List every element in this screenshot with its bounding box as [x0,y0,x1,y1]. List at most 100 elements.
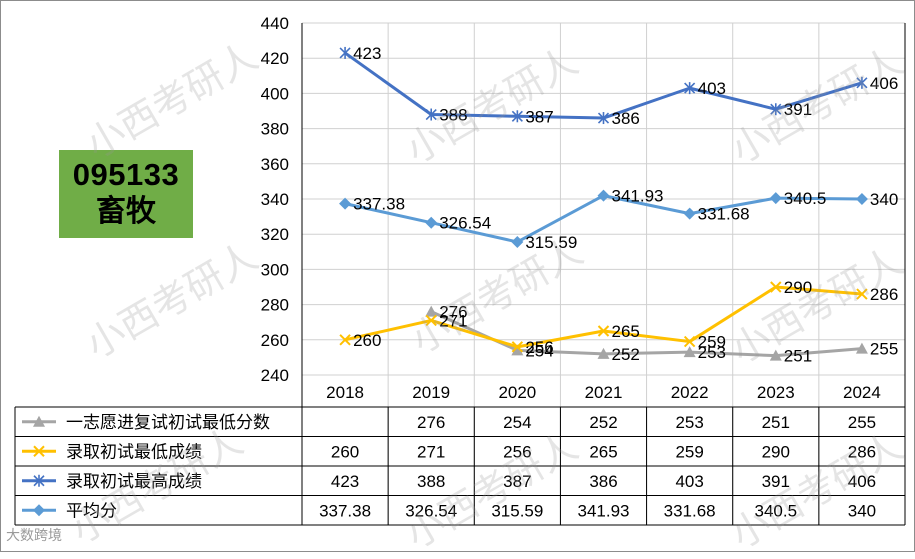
data-point [425,216,438,229]
data-label: 403 [698,79,726,98]
data-label: 255 [870,340,898,359]
table-cell: 340 [848,501,876,520]
y-tick-label: 300 [261,260,289,279]
y-tick-label: 240 [261,366,289,385]
table-cell: 331.68 [664,501,716,520]
data-label: 256 [525,338,553,357]
legend-key-marker [33,504,45,517]
data-point [769,349,782,361]
table-cell: 340.5 [755,501,798,520]
data-point [856,288,868,300]
data-point [769,192,782,205]
table-cell: 403 [675,472,703,491]
data-point [683,207,696,220]
data-point [855,342,868,354]
data-label: 290 [784,278,812,297]
data-point [683,335,696,348]
legend-key-marker [33,415,45,427]
data-label: 276 [439,303,467,322]
table-cell: 254 [503,413,531,432]
table-cell: 315.59 [491,501,543,520]
table-cell: 276 [417,413,445,432]
data-label: 259 [698,333,726,352]
data-point [425,108,437,121]
table-cell: 286 [848,442,876,461]
y-tick-label: 400 [261,84,289,103]
table-cell: 260 [331,442,359,461]
y-tick-label: 380 [261,120,289,139]
data-label: 386 [612,109,640,128]
table-cell: 255 [848,413,876,432]
major-badge: 095133 畜牧 [59,150,193,238]
data-label: 388 [439,106,467,125]
table-cell: 290 [762,442,790,461]
data-point [684,82,696,95]
data-label: 315.59 [525,233,577,252]
table-cell: 259 [675,442,703,461]
legend-label: 录取初试最低成绩 [66,442,202,462]
data-point [770,281,782,293]
table-cell: 253 [675,413,703,432]
data-point [425,314,437,327]
data-label: 340 [870,190,898,209]
data-label: 326.54 [439,214,491,233]
data-point [597,347,610,359]
data-label: 252 [612,345,640,364]
table-cell: 271 [417,442,445,461]
legend-label: 录取初试最高成绩 [66,472,202,492]
data-point [511,110,523,123]
y-tick-label: 340 [261,190,289,209]
legend-label: 平均分 [66,501,117,521]
table-cell: 391 [762,472,790,491]
table-cell: 386 [589,472,617,491]
data-label: 340.5 [784,189,827,208]
x-tick-label: 2019 [412,383,450,402]
data-label: 251 [784,347,812,366]
table-cell: 265 [589,442,617,461]
major-code: 095133 [72,157,180,192]
data-label: 271 [439,311,467,330]
data-label: 391 [784,100,812,119]
source-credit: 大数跨境 [6,528,62,544]
table-cell: 326.54 [405,501,457,520]
y-tick-label: 320 [261,225,289,244]
data-point [855,193,868,205]
data-label: 387 [525,107,553,126]
y-tick-label: 280 [261,296,289,315]
data-point [511,341,524,353]
x-tick-label: 2023 [757,383,795,402]
table-cell: 256 [503,442,531,461]
table-cell: 387 [503,472,531,491]
y-tick-label: 440 [261,14,289,33]
data-label: 341.93 [612,187,664,206]
data-label: 253 [698,343,726,362]
x-tick-label: 2018 [326,383,364,402]
data-label: 260 [353,331,381,350]
table-cell: 388 [417,472,445,491]
y-tick-label: 420 [261,49,289,68]
data-point [339,197,352,210]
data-point [511,344,524,356]
table-cell: 341.93 [578,501,630,520]
data-point [597,189,610,202]
y-tick-label: 260 [261,331,289,350]
major-name: 畜牧 [96,194,156,229]
data-label: 406 [870,74,898,93]
data-label: 423 [353,44,381,63]
table-cell: 251 [762,413,790,432]
x-tick-label: 2020 [498,383,536,402]
legend-key-marker [33,445,45,457]
legend-key-marker [33,474,45,487]
data-point [511,235,524,248]
data-point [339,334,351,346]
table-cell: 252 [589,413,617,432]
data-point [683,346,696,358]
table-cell: 337.38 [319,501,371,520]
legend-label: 一志愿进复试初试最低分数 [66,413,270,433]
x-tick-label: 2021 [585,383,623,402]
y-tick-label: 360 [261,155,289,174]
data-label: 254 [525,341,553,360]
table-cell: 406 [848,472,876,491]
